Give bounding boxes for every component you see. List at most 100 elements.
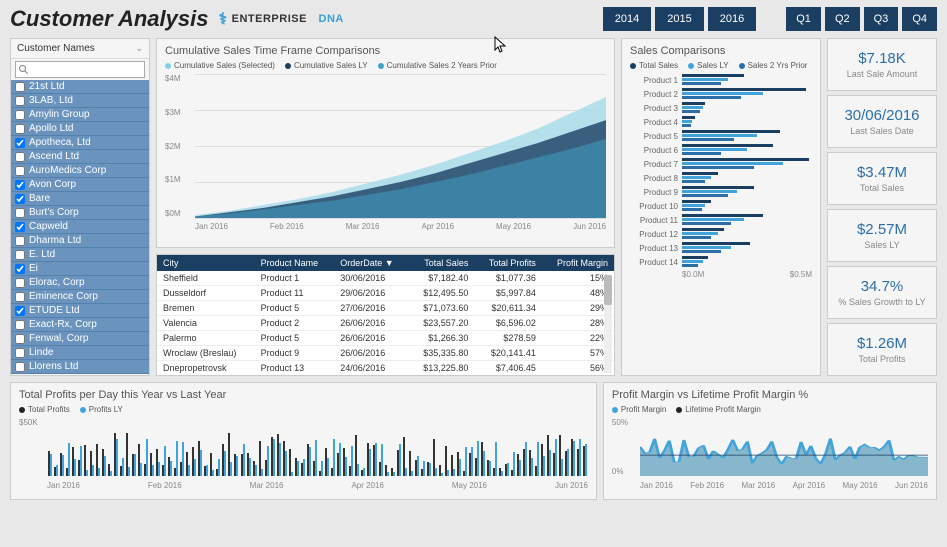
customer-checkbox[interactable] — [15, 96, 25, 106]
customer-checkbox[interactable] — [15, 292, 25, 302]
profits-daily-chart[interactable]: Total Profits per Day this Year vs Last … — [10, 382, 597, 500]
customer-checkbox[interactable] — [15, 264, 25, 274]
table-row[interactable]: SheffieldProduct 130/06/2016$7,182.40$1,… — [157, 271, 614, 286]
table-header[interactable]: Product Name — [255, 255, 335, 271]
legend-item: Cumulative Sales LY — [285, 61, 368, 70]
customer-name: Bare — [29, 193, 50, 204]
customer-checkbox[interactable] — [15, 208, 25, 218]
customer-item[interactable]: Avon Corp — [11, 178, 149, 192]
sales-table[interactable]: CityProduct NameOrderDate ▼Total SalesTo… — [156, 254, 615, 376]
cumulative-sales-chart[interactable]: Cumulative Sales Time Frame Comparisons … — [156, 38, 615, 248]
customer-checkbox[interactable] — [15, 222, 25, 232]
product-bar-row[interactable]: Product 10 — [630, 200, 812, 212]
legend-item: Total Sales — [630, 61, 678, 70]
customer-checkbox[interactable] — [15, 124, 25, 134]
table-row[interactable]: DnepropetrovskProduct 1324/06/2016$13,22… — [157, 361, 614, 376]
table-header[interactable]: Total Sales — [409, 255, 474, 271]
legend-item: Cumulative Sales (Selected) — [165, 61, 275, 70]
kpi-card: 30/06/2016Last Sales Date — [827, 95, 937, 148]
product-bar-row[interactable]: Product 11 — [630, 214, 812, 226]
table-header[interactable]: OrderDate ▼ — [334, 255, 409, 271]
table-row[interactable]: PalermoProduct 526/06/2016$1,266.30$278.… — [157, 331, 614, 346]
customer-checkbox[interactable] — [15, 110, 25, 120]
quarter-button-Q1[interactable]: Q1 — [786, 7, 821, 31]
product-bar-row[interactable]: Product 3 — [630, 102, 812, 114]
customer-item[interactable]: Ascend Ltd — [11, 150, 149, 164]
customer-search-input[interactable] — [15, 61, 145, 78]
customer-item[interactable]: 21st Ltd — [11, 80, 149, 94]
customer-item[interactable]: Bare — [11, 192, 149, 206]
profit-margin-chart[interactable]: Profit Margin vs Lifetime Profit Margin … — [603, 382, 937, 500]
kpi-card: $2.57MSales LY — [827, 209, 937, 262]
product-bar-row[interactable]: Product 7 — [630, 158, 812, 170]
logo: ⚕ ENTERPRISE DNA — [218, 9, 343, 29]
customer-item[interactable]: Apotheca, Ltd — [11, 136, 149, 150]
customer-checkbox[interactable] — [15, 250, 25, 260]
customer-item[interactable]: ETUDE Ltd — [11, 304, 149, 318]
sales-comparisons-chart[interactable]: Sales Comparisons Total SalesSales LYSal… — [621, 38, 821, 376]
table-row[interactable]: DusseldorfProduct 1129/06/2016$12,495.50… — [157, 286, 614, 301]
year-button-2014[interactable]: 2014 — [603, 7, 651, 31]
table-header[interactable]: Total Profits — [474, 255, 542, 271]
kpi-card: $1.26MTotal Profits — [827, 323, 937, 376]
customer-slicer[interactable]: Customer Names ⌄ 21st Ltd3LAB, LtdAmylin… — [10, 38, 150, 376]
header: Customer Analysis ⚕ ENTERPRISE DNA 20142… — [10, 6, 937, 32]
product-bar-row[interactable]: Product 4 — [630, 116, 812, 128]
customer-name: Burt's Corp — [29, 207, 79, 218]
customer-checkbox[interactable] — [15, 82, 25, 92]
product-bar-row[interactable]: Product 6 — [630, 144, 812, 156]
customer-checkbox[interactable] — [15, 236, 25, 246]
customer-checkbox[interactable] — [15, 320, 25, 330]
customer-item[interactable]: Eminence Corp — [11, 290, 149, 304]
legend-item: Lifetime Profit Margin — [676, 405, 761, 414]
customer-checkbox[interactable] — [15, 194, 25, 204]
customer-checkbox[interactable] — [15, 278, 25, 288]
customer-item[interactable]: Dharma Ltd — [11, 234, 149, 248]
customer-checkbox[interactable] — [15, 334, 25, 344]
product-bar-row[interactable]: Product 2 — [630, 88, 812, 100]
customer-name: Exact-Rx, Corp — [29, 319, 97, 330]
customer-checkbox[interactable] — [15, 152, 25, 162]
customer-item[interactable]: Capweld — [11, 220, 149, 234]
product-bar-row[interactable]: Product 9 — [630, 186, 812, 198]
customer-checkbox[interactable] — [15, 362, 25, 372]
customer-item[interactable]: Ei — [11, 262, 149, 276]
table-header[interactable]: City — [157, 255, 255, 271]
kpi-card: $7.18KLast Sale Amount — [827, 38, 937, 91]
customer-item[interactable]: Apollo Ltd — [11, 122, 149, 136]
table-row[interactable]: BremenProduct 527/06/2016$71,073.60$20,6… — [157, 301, 614, 316]
product-bar-row[interactable]: Product 5 — [630, 130, 812, 142]
legend-item: Total Profits — [19, 405, 70, 414]
table-scrollbar[interactable] — [604, 275, 612, 373]
customer-checkbox[interactable] — [15, 306, 25, 316]
product-bar-row[interactable]: Product 1 — [630, 74, 812, 86]
product-bar-row[interactable]: Product 14 — [630, 256, 812, 268]
quarter-button-Q4[interactable]: Q4 — [902, 7, 937, 31]
customer-item[interactable]: Amylin Group — [11, 108, 149, 122]
year-button-2016[interactable]: 2016 — [708, 7, 756, 31]
customer-item[interactable]: Exact-Rx, Corp — [11, 318, 149, 332]
customer-item[interactable]: Elorac, Corp — [11, 276, 149, 290]
product-bar-row[interactable]: Product 12 — [630, 228, 812, 240]
customer-name: Elorac, Corp — [29, 277, 85, 288]
table-row[interactable]: ValenciaProduct 226/06/2016$23,557.20$6,… — [157, 316, 614, 331]
quarter-button-Q3[interactable]: Q3 — [864, 7, 899, 31]
customer-item[interactable]: Fenwal, Corp — [11, 332, 149, 346]
customer-item[interactable]: Linde — [11, 346, 149, 360]
customer-checkbox[interactable] — [15, 166, 25, 176]
customer-item[interactable]: 3LAB, Ltd — [11, 94, 149, 108]
customer-item[interactable]: Llorens Ltd — [11, 360, 149, 374]
customer-item[interactable]: Burt's Corp — [11, 206, 149, 220]
quarter-button-Q2[interactable]: Q2 — [825, 7, 860, 31]
product-bar-row[interactable]: Product 8 — [630, 172, 812, 184]
customer-checkbox[interactable] — [15, 180, 25, 190]
customer-item[interactable]: E. Ltd — [11, 248, 149, 262]
year-button-2015[interactable]: 2015 — [655, 7, 703, 31]
product-bar-row[interactable]: Product 13 — [630, 242, 812, 254]
customer-item[interactable]: AuroMedics Corp — [11, 164, 149, 178]
table-row[interactable]: Wroclaw (Breslau)Product 926/06/2016$35,… — [157, 346, 614, 361]
table-header[interactable]: Profit Margin — [542, 255, 614, 271]
customer-checkbox[interactable] — [15, 348, 25, 358]
chevron-down-icon[interactable]: ⌄ — [135, 43, 143, 54]
customer-checkbox[interactable] — [15, 138, 25, 148]
